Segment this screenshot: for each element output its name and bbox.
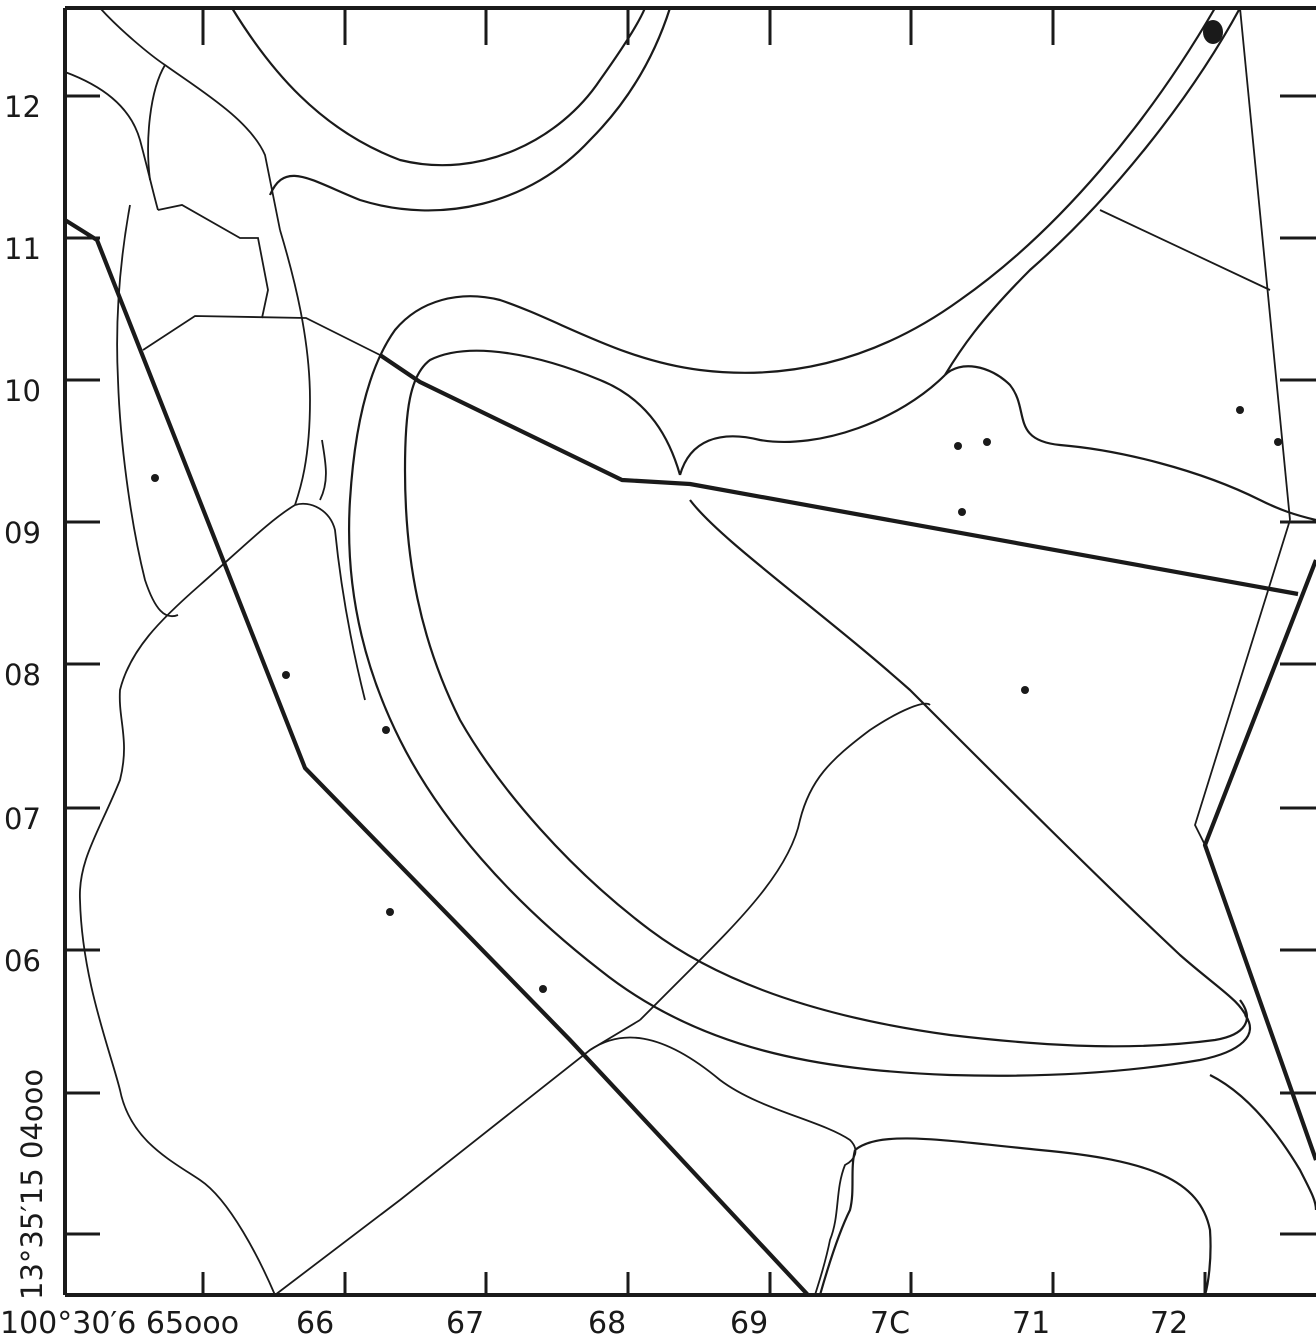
parcel-boundaries — [64, 7, 1291, 1296]
lower-river-bank-2 — [854, 1137, 1212, 1296]
survey-line-west — [63, 218, 810, 1297]
x-tick-label-68: 68 — [588, 1306, 626, 1341]
survey-line-east — [1202, 559, 1316, 1161]
inner-bank-connector — [678, 374, 946, 476]
x-tick-label-72: 72 — [1150, 1306, 1188, 1341]
main-river-bank-outer — [347, 7, 1252, 1077]
main-river-inner-loop — [403, 349, 1248, 1048]
river-channels — [231, 7, 1316, 1296]
x-tick-label-67: 67 — [446, 1306, 484, 1341]
y-tick-label-12: 12 — [4, 90, 41, 124]
x-tick-label-66: 66 — [296, 1306, 334, 1341]
tick-marks — [65, 8, 1316, 1295]
x-tick-label-70: 7C — [870, 1306, 910, 1341]
upper-river-bank-inner — [268, 7, 672, 212]
y-tick-label-07: 07 — [4, 802, 41, 836]
inner-bank-lower — [689, 499, 1250, 1021]
ink-blot — [1203, 20, 1223, 44]
main-river-bank-inner — [944, 7, 1316, 522]
x-axis-labels: 100°30′6 65ooo 66 67 68 69 7C 71 72 — [0, 1306, 1188, 1341]
y-tick-label-06: 06 — [4, 944, 41, 978]
survey-line-north — [378, 353, 1299, 597]
x-tick-label-69: 69 — [730, 1306, 768, 1341]
survey-points — [151, 406, 1282, 993]
y-tick-label-08: 08 — [4, 658, 41, 692]
map-frame — [63, 6, 1316, 1297]
y-tick-label-10: 10 — [4, 374, 41, 408]
x-tick-label-71: 71 — [1012, 1306, 1050, 1341]
x-origin-label: 100°30′6 65ooo — [0, 1306, 239, 1341]
y-origin-label: 13°35′15 04ooo — [15, 1069, 49, 1300]
survey-lines — [63, 218, 1316, 1297]
y-axis-labels: 12 11 10 09 08 07 06 13°35′15 04ooo — [4, 90, 49, 1300]
lower-river-bank-1 — [1209, 1074, 1316, 1211]
lower-river-bank-3 — [818, 1149, 857, 1296]
upper-river-bank-outer — [231, 7, 647, 167]
y-tick-label-11: 11 — [4, 232, 41, 266]
y-tick-label-09: 09 — [4, 516, 41, 550]
